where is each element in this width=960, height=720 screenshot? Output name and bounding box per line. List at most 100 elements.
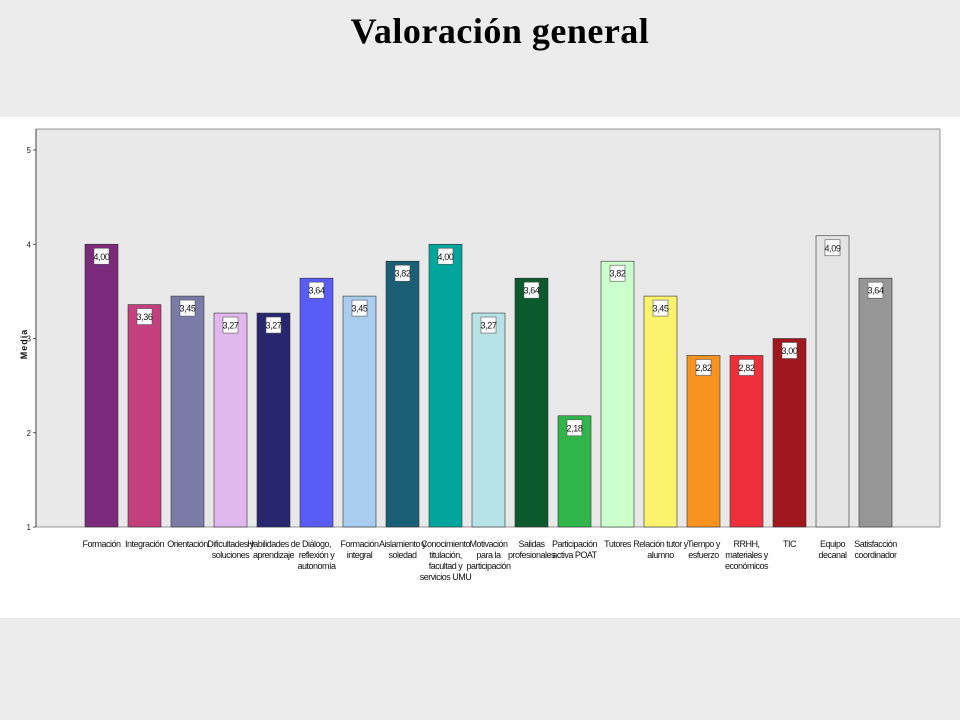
value-label-box (222, 316, 239, 334)
bar-dificultades-y-soluciones (213, 312, 248, 528)
x-tick-label: Participación activa POAT (552, 539, 598, 560)
x-tick-label-line: esfuerzo (688, 550, 719, 560)
x-tick-label-line: Motivación (469, 539, 508, 549)
value-label-box (179, 299, 196, 317)
value-label-box (265, 316, 282, 334)
bar-relacion-tutor-y-alumno (643, 295, 678, 528)
x-tick-label-line: Formación (82, 539, 121, 549)
bar-rrhh-materiales-y-economicos (729, 355, 764, 528)
value-label-box (351, 299, 368, 317)
x-tick-label: Tiempo y esfuerzo (687, 539, 721, 560)
x-tick-label-line: Habilidades de (247, 539, 300, 549)
x-tick-label: Dificultades y soluciones (207, 539, 255, 560)
x-tick-label: Orientación (167, 539, 208, 549)
x-tick-label-line: Formación (340, 539, 379, 549)
value-label: 3,64 (309, 286, 325, 296)
value-label: 4,00 (94, 252, 110, 262)
x-tick-label-line: Tutores (604, 539, 632, 549)
value-label-box (609, 264, 626, 282)
value-label-box (781, 342, 798, 359)
x-tick-label-line: alumno (647, 550, 674, 560)
x-tick-label: Tutores (604, 539, 632, 549)
value-label-box (308, 281, 325, 299)
x-tick-label-line: autonomía (297, 561, 336, 571)
value-label-box (480, 316, 497, 334)
x-tick-label: Habilidades de aprendizaje (247, 539, 300, 560)
x-tick-label-line: Dificultades y (207, 539, 255, 549)
value-label-box (695, 359, 712, 376)
bar-dialogo-reflexion-y-autonomia (299, 277, 334, 528)
value-label-box (867, 281, 884, 299)
x-tick-label-line: RRHH, (734, 539, 760, 549)
bar-aislamiento-y-soledad (385, 260, 420, 528)
value-label-box (738, 359, 755, 376)
x-tick-label-line: facultad y (429, 561, 464, 571)
value-label-box (523, 281, 540, 299)
x-tick-label-line: materiales y (725, 550, 769, 560)
y-tick-label: 5 (27, 146, 32, 155)
x-tick-label: Aislamiento y soledad (379, 539, 427, 560)
x-tick-label-line: coordinador (854, 550, 897, 560)
x-tick-label-line: Aislamiento y (379, 539, 427, 549)
x-tick-label-line: soluciones (212, 550, 251, 560)
bar-tiempo-y-esfuerzo (686, 355, 721, 528)
x-tick-label: Formación integral (340, 539, 379, 560)
x-tick-label-line: Tiempo y (687, 539, 721, 549)
y-tick-label: 2 (27, 429, 32, 438)
y-axis-title: Media (19, 329, 29, 360)
value-label-box (566, 419, 583, 437)
x-tick-label: TIC (783, 539, 797, 549)
value-label: 3,82 (395, 269, 411, 279)
y-tick-label: 1 (27, 523, 32, 532)
x-tick-label-line: activa POAT (552, 550, 597, 560)
chart-panel: Media 1 2 3 4 5 4,00 3,36 3,45 3,27 3,27 3,64 3,45… (0, 117, 960, 618)
y-tick-label: 3 (27, 335, 32, 344)
value-label: 2,82 (739, 363, 755, 373)
value-label: 3,45 (352, 304, 368, 314)
bar-tutores (600, 260, 635, 528)
x-tick-label-line: económicos (725, 561, 769, 571)
value-label-box (394, 264, 411, 282)
x-tick-label-line: Diálogo, (302, 539, 331, 549)
value-label-box (652, 299, 669, 317)
x-tick-label-line: Integración (125, 539, 165, 549)
value-label: 3,64 (524, 286, 540, 296)
value-label-box (824, 239, 841, 257)
x-tick-label-line: decanal (818, 550, 847, 560)
x-tick-label-line: Satisfacción (854, 539, 897, 549)
x-tick-label: Relación tutor y alumno (633, 539, 689, 560)
x-tick-label-line: Relación tutor y (633, 539, 689, 549)
value-label: 4,00 (438, 252, 454, 262)
slide-title: Valoración general (350, 11, 650, 51)
x-tick-label: Motivación para la participación (466, 539, 511, 571)
x-tick-label: RRHH, materiales y económicos (725, 539, 769, 571)
x-tick-label-line: profesionales (508, 550, 556, 560)
bar-equipo-decanal (815, 235, 850, 528)
x-tick-label-line: para la (476, 550, 501, 560)
bar-formacion (84, 243, 119, 528)
x-tick-label-line: participación (466, 561, 511, 571)
value-label: 2,18 (567, 423, 583, 433)
x-tick-label: Salidas profesionales (508, 539, 556, 560)
value-label: 3,64 (868, 286, 884, 296)
bar-motivacion-para-la-participacion (471, 312, 506, 528)
value-label: 3,27 (266, 321, 282, 331)
x-tick-label: Diálogo, reflexión y autonomía (297, 539, 336, 571)
x-tick-label: Conocimiento titulación, facultad y servici… (420, 539, 472, 582)
value-label: 3,36 (137, 312, 153, 322)
x-tick-label: Satisfacción coordinador (854, 539, 897, 560)
y-tick-label: 4 (27, 240, 32, 249)
value-label-box (437, 247, 454, 265)
x-tick-label-line: integral (347, 550, 373, 560)
value-label: 3,27 (223, 321, 239, 331)
x-tick-label-line: aprendizaje (253, 550, 295, 560)
value-label: 3,00 (782, 346, 798, 356)
bar-satisfaccion-coordinador (858, 277, 893, 528)
value-label: 2,82 (696, 363, 712, 373)
x-tick-label-line: titulación, (429, 550, 462, 560)
x-tick-label-line: Equipo (820, 539, 846, 549)
value-label-box (93, 247, 110, 265)
x-tick-label-line: Orientación (167, 539, 208, 549)
x-tick-label: Integración (125, 539, 165, 549)
x-tick-label-line: Salidas (518, 539, 545, 549)
